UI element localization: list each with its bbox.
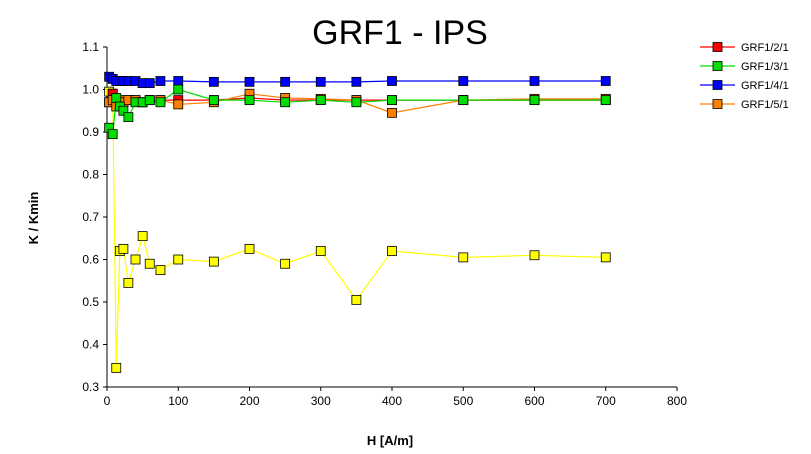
data-point — [244, 76, 255, 87]
y-tick-label: 0.9 — [82, 125, 99, 139]
x-axis-ticks: 0 100 200 300 400 500 600 700 800 — [104, 387, 687, 408]
data-point — [387, 107, 397, 118]
legend-item: GRF1/5/1 — [700, 99, 789, 111]
data-point — [351, 76, 362, 87]
legend-label: GRF1/4/1 — [741, 80, 789, 92]
x-tick-label: 700 — [596, 394, 616, 408]
y-tick-label: 1.0 — [82, 83, 99, 97]
x-tick-label: 300 — [311, 394, 331, 408]
series-layer — [104, 71, 611, 373]
x-tick-label: 800 — [667, 394, 687, 408]
data-point — [155, 97, 166, 108]
series-2 — [104, 71, 611, 89]
data-point — [111, 93, 122, 103]
data-point — [155, 265, 166, 276]
data-point — [600, 252, 611, 263]
legend-marker — [712, 61, 723, 71]
series-4 — [104, 86, 611, 373]
data-point — [387, 246, 397, 256]
data-point — [244, 95, 255, 106]
data-point — [144, 258, 155, 269]
data-point — [208, 95, 219, 106]
y-tick-label: 0.6 — [82, 253, 99, 267]
data-point — [111, 362, 122, 373]
x-tick-label: 100 — [168, 394, 188, 408]
x-tick-label: 400 — [382, 394, 402, 408]
data-point — [280, 76, 291, 87]
legend-item: GRF1/3/1 — [700, 61, 789, 73]
x-tick-label: 600 — [524, 394, 544, 408]
data-point — [137, 231, 148, 242]
data-point — [118, 243, 129, 254]
data-point — [123, 277, 134, 288]
data-point — [155, 76, 166, 86]
x-tick-label: 200 — [239, 394, 259, 408]
data-point — [529, 95, 540, 106]
x-tick-label: 0 — [104, 394, 111, 408]
legend-marker — [712, 99, 723, 109]
data-point — [529, 76, 540, 86]
data-point — [351, 294, 362, 305]
data-point — [387, 76, 397, 86]
data-point — [107, 129, 118, 140]
data-point — [458, 252, 469, 263]
legend-label: GRF1/5/1 — [741, 99, 789, 111]
data-point — [173, 99, 184, 110]
y-axis-ticks: 0.3 0.4 0.5 0.6 0.7 0.8 0.9 1.0 1.1 — [82, 40, 107, 394]
data-point — [387, 95, 397, 106]
data-point — [244, 243, 255, 254]
data-point — [173, 254, 184, 265]
chart-title: GRF1 - IPS — [312, 14, 488, 52]
data-point — [458, 76, 469, 86]
data-point — [208, 256, 219, 267]
y-axis-label: K / Kmin — [26, 192, 41, 245]
y-tick-label: 0.4 — [82, 338, 99, 352]
data-point — [600, 76, 611, 86]
legend-item: GRF1/4/1 — [700, 80, 789, 92]
series-line — [108, 91, 606, 368]
x-axis-label: H [A/m] — [367, 433, 413, 448]
y-tick-label: 0.8 — [82, 168, 99, 182]
legend-item: GRF1/2/1 — [700, 42, 789, 54]
data-point — [315, 76, 326, 87]
data-point — [315, 95, 326, 106]
y-tick-label: 1.1 — [82, 40, 99, 54]
data-point — [130, 254, 141, 265]
y-tick-label: 0.3 — [82, 380, 99, 394]
legend: GRF1/2/1 GRF1/3/1 GRF1/4/1 GRF1/5/1 — [700, 42, 789, 111]
data-point — [458, 95, 469, 106]
legend-label: GRF1/3/1 — [741, 61, 789, 73]
data-point — [173, 84, 184, 95]
data-point — [144, 95, 155, 106]
data-point — [315, 246, 326, 256]
series-1 — [104, 84, 611, 140]
legend-label: GRF1/2/1 — [741, 42, 789, 54]
y-tick-label: 0.7 — [82, 210, 99, 224]
data-point — [208, 76, 219, 87]
data-point — [600, 95, 611, 106]
data-point — [118, 105, 129, 116]
data-point — [173, 76, 184, 86]
data-point — [144, 78, 155, 89]
legend-marker — [712, 80, 723, 90]
data-point — [280, 258, 291, 269]
data-point — [351, 97, 362, 108]
y-tick-label: 0.5 — [82, 295, 99, 309]
data-point — [280, 97, 291, 108]
data-point — [529, 250, 540, 261]
x-tick-label: 500 — [453, 394, 473, 408]
legend-marker — [712, 42, 723, 52]
data-point — [123, 112, 134, 123]
